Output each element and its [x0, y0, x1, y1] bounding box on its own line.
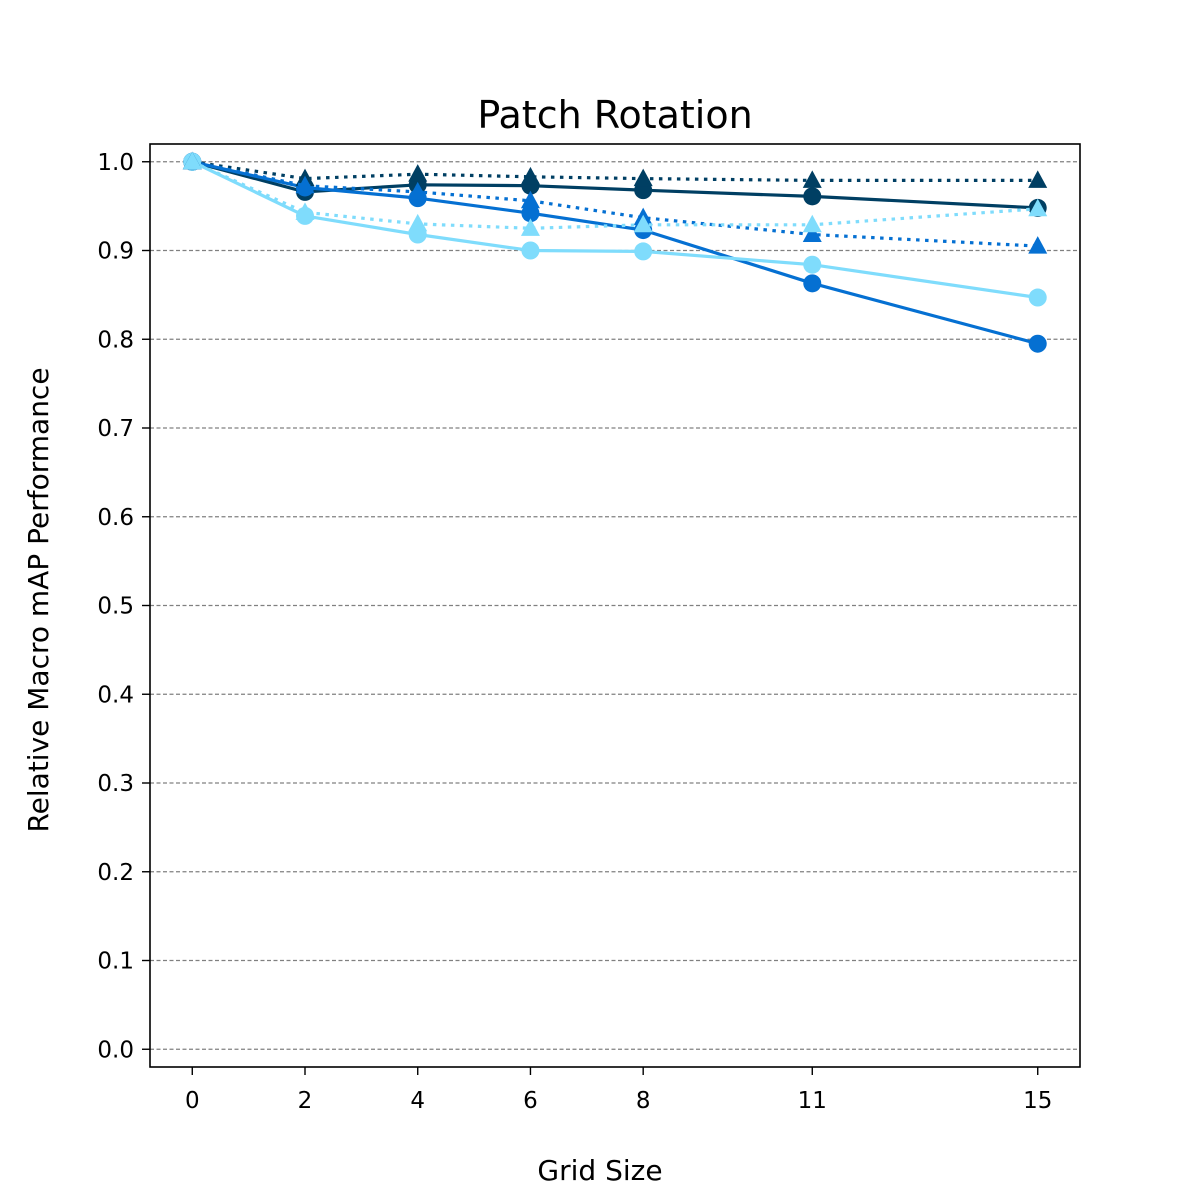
data-point-triangle: [408, 213, 428, 232]
y-tick-label: 0.3: [97, 771, 134, 797]
series-line: [192, 160, 1038, 182]
series-line: [191, 160, 1038, 300]
series-line: [191, 160, 1038, 248]
data-point-triangle: [520, 190, 540, 209]
chart-title: Patch Rotation: [477, 93, 752, 137]
x-tick-label: 8: [636, 1088, 651, 1114]
data-point-circle: [803, 255, 822, 274]
data-point-triangle: [1028, 236, 1048, 254]
data-point-circle: [803, 187, 822, 206]
axis-ticks: 0.0 0.1 0.2 0.3 0.4 0.5 0.6 0.7 0.8 0.9 1.0 0 2 4 6 8 11…: [97, 150, 1052, 1114]
data-point-circle: [1028, 288, 1047, 307]
x-tick-label: 0: [185, 1088, 200, 1114]
data-point-circle: [521, 241, 540, 260]
y-tick-label: 0.1: [97, 949, 134, 975]
data-point-circle: [803, 274, 822, 293]
series-4: [182, 151, 1048, 188]
y-tick-label: 0.0: [97, 1037, 134, 1063]
y-tick-label: 0.4: [97, 682, 134, 708]
data-point-triangle: [802, 170, 822, 188]
data-point-triangle: [1028, 198, 1048, 217]
x-tick-label: 11: [798, 1088, 827, 1114]
data-point-triangle: [633, 214, 653, 233]
y-tick-label: 0.7: [97, 416, 134, 442]
data-point-triangle: [295, 175, 315, 194]
data-point-triangle: [182, 151, 202, 170]
data-point-triangle: [408, 164, 428, 182]
y-tick-label: 1.0: [97, 150, 134, 176]
data-point-triangle: [408, 181, 428, 200]
data-point-triangle: [802, 214, 822, 233]
y-tick-label: 0.8: [97, 327, 134, 353]
x-axis-label: Grid Size: [537, 1154, 662, 1187]
data-point-triangle: [520, 166, 540, 185]
series-6: [182, 151, 1048, 236]
x-tick-label: 2: [298, 1088, 313, 1114]
y-tick-label: 0.9: [97, 239, 134, 265]
series-line: [191, 160, 1038, 210]
y-tick-label: 0.6: [97, 505, 134, 531]
data-point-triangle: [1028, 170, 1048, 188]
y-tick-label: 0.2: [97, 860, 134, 886]
y-axis-label: Relative Macro mAP Performance: [22, 367, 55, 832]
x-tick-label: 15: [1023, 1088, 1052, 1114]
data-point-circle: [521, 204, 540, 223]
series-layer: [182, 151, 1048, 353]
data-point-triangle: [633, 168, 653, 187]
x-tick-label: 6: [523, 1088, 538, 1114]
grid-lines: [150, 161, 1080, 1050]
data-point-circle: [1028, 334, 1047, 353]
data-point-triangle: [295, 202, 315, 220]
data-point-triangle: [520, 218, 540, 236]
y-tick-label: 0.5: [97, 594, 134, 620]
data-point-triangle: [802, 224, 822, 243]
x-tick-label: 4: [410, 1088, 425, 1114]
data-point-circle: [634, 242, 653, 261]
series-3: [183, 152, 1047, 307]
